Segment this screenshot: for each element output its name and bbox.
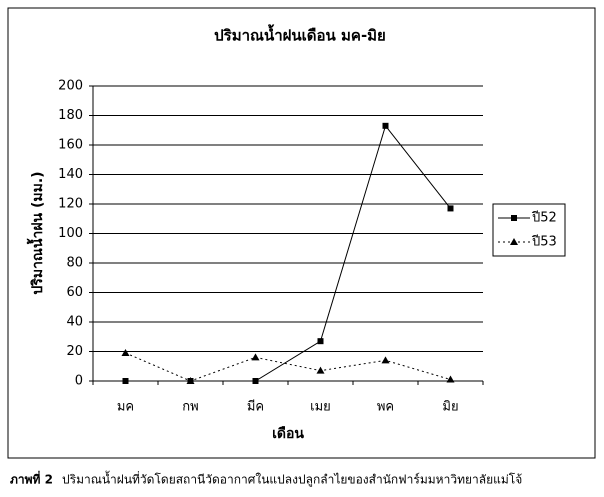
y-tick-label: 140 [58,167,83,182]
data-point [186,377,195,384]
y-tick-label: 120 [58,197,83,212]
chart-title: ปริมาณน้ำฝนเดือน มค-มิย [214,24,386,45]
data-point [251,353,260,361]
data-point [121,348,130,356]
y-tick-label: 40 [66,315,83,330]
data-point [382,122,389,129]
data-point [381,356,390,364]
x-tick-label: มิย [442,400,458,415]
data-point [122,378,129,384]
data-point [316,366,325,374]
y-tick-label: 60 [66,285,83,300]
y-axis-title: ปริมาณน้ำฝน (มม.) [26,171,46,294]
x-tick-label: มีค [247,399,264,415]
series-line [125,124,451,382]
data-point [447,205,454,212]
data-point [252,378,259,384]
x-tick-label: เมย [310,400,331,415]
y-tick-label: 160 [58,138,83,153]
y-tick-label: 80 [66,256,83,271]
caption-label: ภาพที่ 2 [10,471,53,487]
y-tick-label: 20 [66,344,83,359]
data-point [446,375,455,383]
y-tick-label: 0 [75,374,83,389]
y-tick-label: 180 [58,108,83,123]
y-tick-label: 200 [58,79,83,94]
legend-box [492,203,566,257]
x-axis-title: เดือน [272,426,304,442]
x-tick-label: มค [117,400,134,415]
x-tick-label: กพ [182,400,198,415]
y-tick-label: 100 [58,226,83,241]
legend-label: ปี53 [531,234,557,250]
caption-text: ปริมาณน้ำฝนที่วัดโดยสถานีวัดอากาศในแปลงป… [62,471,522,488]
legend-marker [510,238,518,245]
legend-label: ปี52 [531,210,557,226]
legend-marker [511,215,517,221]
x-tick-label: พค [377,400,394,415]
data-point [317,338,324,345]
